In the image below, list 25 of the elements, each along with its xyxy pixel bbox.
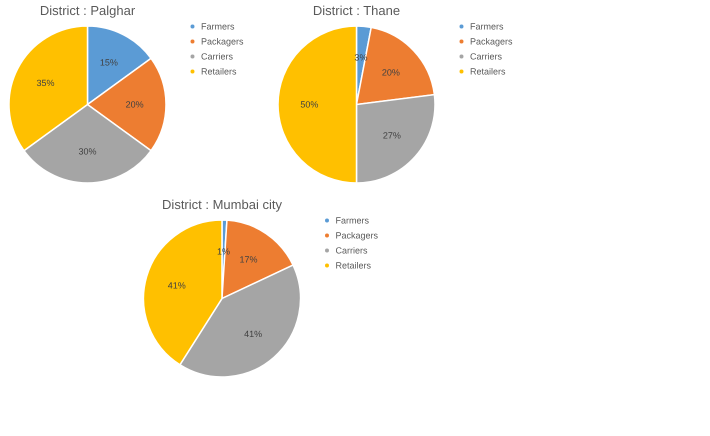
data-label: 15% — [100, 58, 118, 68]
data-label: 41% — [168, 280, 186, 290]
data-label: 50% — [300, 100, 318, 110]
legend-label: Retailers — [336, 260, 372, 270]
data-label: 27% — [382, 130, 401, 141]
legend-label: Farmers — [336, 216, 370, 226]
data-label: 20% — [382, 67, 400, 78]
legend-label: Farmers — [201, 22, 235, 32]
legend-label: Retailers — [470, 66, 506, 76]
legend-label: Packagers — [336, 230, 379, 240]
legend-label: Farmers — [470, 22, 504, 32]
legend-label: Carriers — [201, 52, 234, 62]
legend-label: Packagers — [470, 36, 514, 46]
legend-label: Carriers — [336, 246, 368, 256]
data-label: 41% — [244, 328, 262, 339]
chart-title: District : Mumbai city — [162, 197, 282, 212]
legend-label: Retailers — [201, 66, 238, 76]
data-label: 30% — [78, 146, 97, 157]
legend-label: Carriers — [470, 52, 502, 62]
data-label: 35% — [36, 78, 55, 88]
chart-title: District : Thane — [312, 3, 400, 18]
chart-title: District : Palghar — [40, 3, 136, 18]
legend-label: Packagers — [201, 36, 244, 46]
data-label: 17% — [239, 254, 258, 265]
data-label: 20% — [126, 100, 144, 110]
